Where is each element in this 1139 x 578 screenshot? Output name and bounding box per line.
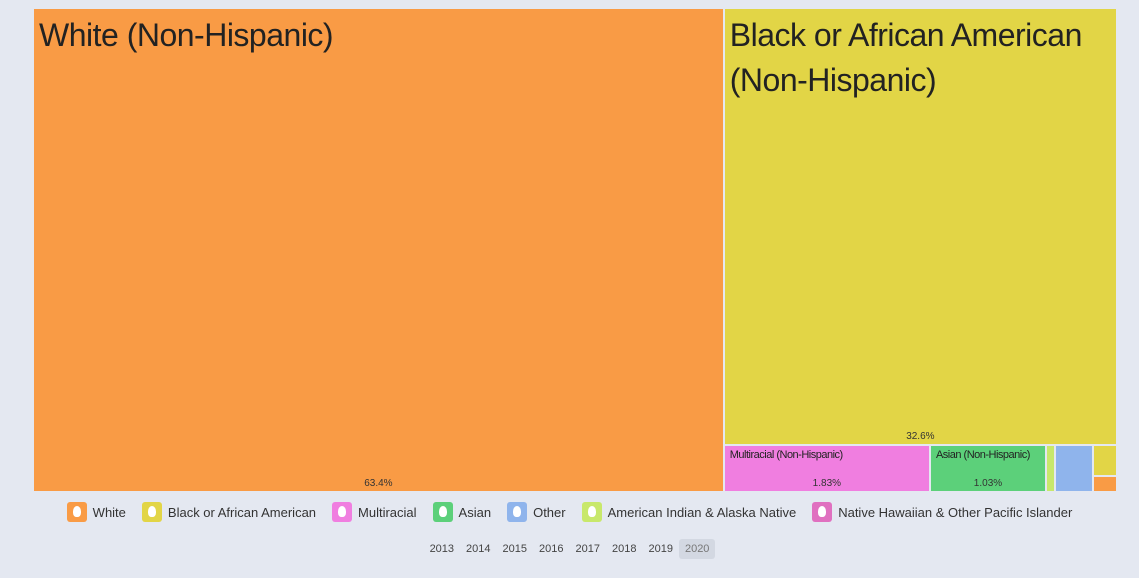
legend-icon — [141, 502, 162, 522]
legend-icon — [432, 502, 453, 522]
legend-icon — [507, 502, 528, 522]
year-button[interactable]: 2019 — [648, 543, 673, 555]
legend-icon — [581, 502, 602, 522]
legend-item[interactable]: Native Hawaiian & Other Pacific Islander — [812, 502, 1072, 522]
legend-item[interactable]: Asian — [432, 502, 492, 522]
tile-value-label: 32.6% — [906, 431, 935, 443]
year-button[interactable]: 2013 — [429, 543, 455, 555]
treemap-tile — [1055, 445, 1094, 492]
year-button[interactable]: 2017 — [575, 543, 600, 555]
treemap-tile: Asian (Non-Hispanic) 1.03% — [929, 445, 1046, 492]
legend: White Black or African American Multiracia… — [0, 502, 1139, 522]
treemap-tile: Multiracial (Non-Hispanic) 1.83% — [723, 445, 930, 492]
legend-item[interactable]: Multiracial — [332, 502, 417, 522]
treemap-tile — [1093, 476, 1117, 492]
legend-icon — [332, 502, 353, 522]
tile-value-label: 63.4% — [364, 478, 393, 489]
year-button[interactable]: 2015 — [502, 543, 528, 555]
treemap-tile: White (Non-Hispanic) 63.4% — [33, 8, 724, 492]
treemap-tile: Black or African American (Non-Hispanic)… — [723, 8, 1117, 446]
legend-label: Black or African American — [167, 504, 317, 520]
legend-label: American Indian & Alaska Native — [607, 504, 797, 520]
year-button[interactable]: 2020 — [678, 539, 716, 559]
tile-label: Asian (Non-Hispanic) — [935, 449, 1030, 462]
tile-label: White (Non-Hispanic) — [39, 17, 334, 53]
legend-label: Multiracial — [358, 504, 417, 520]
treemap: White (Non-Hispanic) 63.4% Black or Africa… — [33, 8, 1117, 492]
legend-icon — [812, 502, 833, 522]
legend-item[interactable]: White — [66, 502, 126, 522]
year-button[interactable]: 2014 — [466, 543, 491, 555]
legend-label: Native Hawaiian & Other Pacific Islander — [838, 504, 1073, 520]
year-selector: 2013 2014 2015 2016 2017 2018 2019 2020 — [0, 539, 1139, 559]
year-button[interactable]: 2016 — [539, 543, 564, 555]
tile-value-label: 1.83% — [812, 477, 842, 489]
legend-item[interactable]: Black or African American — [141, 502, 317, 522]
treemap-tile — [1046, 445, 1056, 492]
legend-label: Asian — [458, 504, 492, 520]
legend-label: Other — [533, 504, 566, 520]
legend-item[interactable]: Other — [507, 502, 566, 522]
year-button[interactable]: 2018 — [611, 543, 637, 555]
legend-label: White — [92, 504, 126, 520]
tile-label: Black or African American (Non-Hispanic) — [729, 17, 1083, 98]
legend-icon — [66, 502, 87, 522]
tile-label: Multiracial (Non-Hispanic) — [729, 449, 843, 462]
legend-item[interactable]: American Indian & Alaska Native — [581, 502, 797, 522]
tile-value-label: 1.03% — [973, 477, 1003, 489]
treemap-tile — [1093, 445, 1117, 477]
